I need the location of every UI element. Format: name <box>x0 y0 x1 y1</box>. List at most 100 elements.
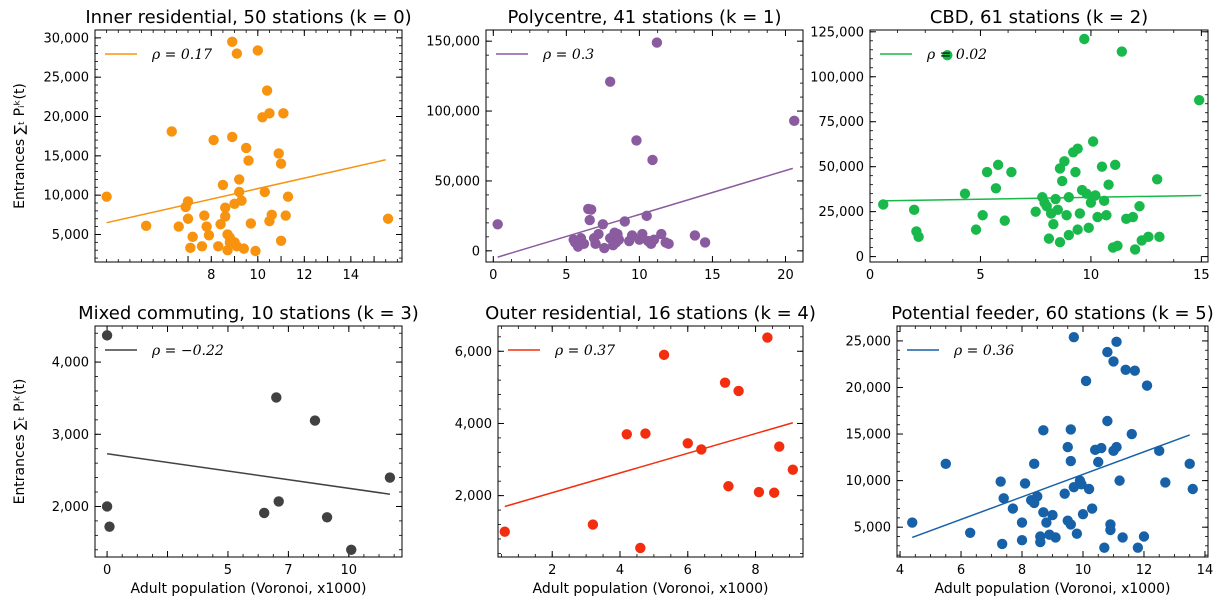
panel-title: Mixed commuting, 10 stations (k = 3) <box>78 303 419 324</box>
data-point <box>578 238 590 250</box>
data-point <box>1063 192 1075 203</box>
data-point <box>1086 503 1098 514</box>
y-tick-label: 50,000 <box>435 174 481 189</box>
x-tick-label: 0 <box>866 268 874 283</box>
y-tick-label: 15,000 <box>846 428 892 443</box>
data-point <box>213 241 224 252</box>
data-point <box>492 219 503 230</box>
data-point <box>1032 491 1043 502</box>
fit-line <box>504 422 794 508</box>
data-point <box>1132 542 1144 553</box>
x-axis-label: Adult population (Voronoi, x1000) <box>934 581 1170 597</box>
data-point <box>613 234 625 245</box>
data-point <box>222 245 233 256</box>
panel-4: 2 4 6 8 2,000 4,000 6,000 ρ = 0.37 Outer residen… <box>455 303 816 597</box>
y-tick-label: 6,000 <box>455 345 492 360</box>
data-point <box>1080 375 1092 387</box>
data-point <box>275 158 287 169</box>
y-tick-label: 0 <box>472 244 480 259</box>
y-tick-label: 15,000 <box>44 149 90 164</box>
data-point <box>981 166 993 178</box>
data-point <box>1016 517 1028 528</box>
data-point <box>1070 166 1081 178</box>
x-tick-label: 14 <box>1197 563 1214 578</box>
data-point <box>233 174 245 185</box>
data-point <box>1054 237 1066 248</box>
x-tick-label: 8 <box>207 268 215 283</box>
data-point <box>1096 161 1108 172</box>
y-axis-label: Entrances ∑ₜ Pᵢᵏ(t) <box>12 83 28 209</box>
data-point <box>101 501 113 512</box>
data-point <box>182 213 194 224</box>
data-point <box>182 196 194 207</box>
panel-5: 4 6 8 10 12 14 5,000 10,000 15,000 20,000 25,000 ρ … <box>846 303 1214 597</box>
data-point <box>243 155 254 166</box>
data-point <box>995 476 1006 487</box>
y-tick-label: 0 <box>856 250 864 265</box>
data-point <box>1083 222 1094 234</box>
data-point <box>682 438 693 449</box>
data-point <box>587 519 599 530</box>
data-point <box>1083 483 1095 495</box>
panel-title: Polycentre, 41 stations (k = 1) <box>508 7 782 28</box>
data-point <box>1076 479 1087 490</box>
data-point <box>787 464 799 475</box>
data-point <box>696 444 707 455</box>
data-point <box>1072 143 1083 154</box>
data-point <box>584 214 595 226</box>
data-point <box>599 242 610 254</box>
data-point <box>970 224 982 235</box>
data-point <box>977 210 988 221</box>
data-point <box>1101 210 1112 221</box>
data-point <box>689 230 701 241</box>
y-tick-label: 20,000 <box>846 381 892 396</box>
panel-3: 0 5 7 10 2,000 3,000 4,000 ρ = −0.22 Mixed commu… <box>12 303 419 597</box>
data-point <box>621 429 632 440</box>
data-point <box>637 228 648 240</box>
data-point <box>648 234 660 245</box>
data-point <box>1065 519 1076 530</box>
fit-line <box>911 434 1190 539</box>
data-point <box>166 126 177 137</box>
data-point <box>227 36 238 47</box>
x-tick-label: 10 <box>250 268 267 283</box>
legend-label: ρ = −0.22 <box>151 343 224 359</box>
data-point <box>1038 507 1049 518</box>
data-point <box>104 521 115 532</box>
data-point <box>346 544 357 555</box>
data-point <box>1074 208 1086 219</box>
data-point <box>1019 478 1031 489</box>
data-point <box>1193 94 1205 106</box>
x-tick-label: 8 <box>751 563 759 578</box>
data-point <box>942 49 953 61</box>
x-tick-label: 6 <box>684 563 692 578</box>
data-point <box>1079 33 1090 45</box>
y-tick-label: 2,000 <box>455 489 492 504</box>
plot-frame <box>497 325 804 558</box>
x-tick-label: 10 <box>631 268 648 283</box>
data-point <box>1065 455 1076 467</box>
data-point <box>173 221 184 232</box>
y-tick-label: 5,000 <box>52 228 89 243</box>
y-axis-label: Entrances ∑ₜ Pᵢᵏ(t) <box>12 379 28 505</box>
y-tick-label: 50,000 <box>819 160 865 175</box>
y-tick-label: 75,000 <box>819 115 865 130</box>
data-point <box>259 186 270 198</box>
data-point <box>1016 535 1028 546</box>
data-point <box>1102 415 1113 427</box>
data-point <box>1184 458 1195 470</box>
data-point <box>663 238 674 250</box>
data-point <box>1047 509 1058 521</box>
data-point <box>1038 425 1049 436</box>
data-point <box>1117 532 1128 543</box>
data-point <box>1052 204 1063 216</box>
data-point <box>1154 445 1165 457</box>
plot-frame <box>94 325 403 558</box>
x-tick-label: 0 <box>103 563 111 578</box>
x-tick-label: 8 <box>1018 563 1026 578</box>
data-point <box>656 228 667 240</box>
y-tick-label: 10,000 <box>846 474 892 489</box>
data-point <box>1072 224 1083 235</box>
data-point <box>908 204 920 216</box>
